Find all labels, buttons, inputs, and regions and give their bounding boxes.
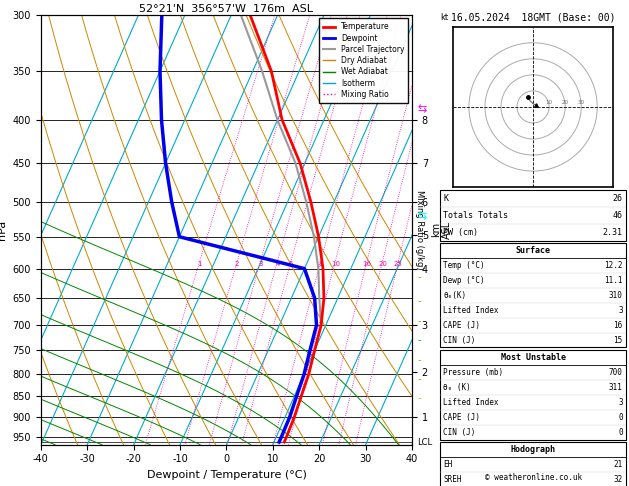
X-axis label: Dewpoint / Temperature (°C): Dewpoint / Temperature (°C): [147, 470, 306, 480]
Text: 8: 8: [318, 261, 323, 267]
Text: 2.31: 2.31: [603, 227, 623, 237]
Text: LCL: LCL: [418, 437, 433, 447]
Text: 16: 16: [613, 321, 623, 330]
Text: EH: EH: [443, 460, 453, 469]
Text: 5: 5: [289, 261, 293, 267]
Text: 16.05.2024  18GMT (Base: 00): 16.05.2024 18GMT (Base: 00): [451, 12, 615, 22]
Y-axis label: hPa: hPa: [0, 220, 7, 240]
Text: Most Unstable: Most Unstable: [501, 353, 565, 362]
Text: CAPE (J): CAPE (J): [443, 321, 481, 330]
Text: PW (cm): PW (cm): [443, 227, 479, 237]
Text: 16: 16: [362, 261, 372, 267]
Text: CIN (J): CIN (J): [443, 335, 476, 345]
Text: 4: 4: [276, 261, 280, 267]
Text: -: -: [417, 394, 421, 403]
Text: 10: 10: [331, 261, 340, 267]
Text: © weatheronline.co.uk: © weatheronline.co.uk: [484, 473, 582, 482]
Text: 10: 10: [545, 100, 553, 105]
Text: 700: 700: [609, 368, 623, 377]
Text: 30: 30: [577, 100, 585, 105]
Text: Mixing Ratio (g/kg): Mixing Ratio (g/kg): [415, 190, 424, 269]
Text: 311: 311: [609, 383, 623, 392]
Text: 2: 2: [235, 261, 240, 267]
Text: 20: 20: [562, 100, 569, 105]
Text: Lifted Index: Lifted Index: [443, 398, 499, 407]
Text: -: -: [417, 355, 421, 364]
Text: -: -: [417, 316, 421, 326]
Text: θₑ(K): θₑ(K): [443, 291, 467, 300]
Text: 3: 3: [258, 261, 263, 267]
Text: Totals Totals: Totals Totals: [443, 210, 508, 220]
Text: CIN (J): CIN (J): [443, 428, 476, 437]
Text: -: -: [417, 296, 421, 306]
Text: 26: 26: [613, 193, 623, 203]
Text: 0: 0: [618, 413, 623, 422]
Text: ⇆: ⇆: [417, 104, 426, 114]
Text: 25: 25: [394, 261, 403, 267]
Text: -: -: [417, 374, 421, 384]
Text: Surface: Surface: [516, 246, 550, 255]
Text: 3: 3: [618, 398, 623, 407]
Text: Dewp (°C): Dewp (°C): [443, 276, 485, 285]
Text: 15: 15: [613, 335, 623, 345]
Text: 20: 20: [378, 261, 387, 267]
Text: SREH: SREH: [443, 475, 462, 485]
Text: Hodograph: Hodograph: [511, 445, 555, 454]
Text: Temp (°C): Temp (°C): [443, 261, 485, 270]
Text: -: -: [417, 272, 421, 282]
Y-axis label: km
ASL: km ASL: [431, 221, 452, 239]
Text: CAPE (J): CAPE (J): [443, 413, 481, 422]
Text: kt: kt: [440, 13, 448, 22]
Text: 12.2: 12.2: [604, 261, 623, 270]
Text: 11.1: 11.1: [604, 276, 623, 285]
Text: 46: 46: [613, 210, 623, 220]
Text: Pressure (mb): Pressure (mb): [443, 368, 504, 377]
Legend: Temperature, Dewpoint, Parcel Trajectory, Dry Adiabat, Wet Adiabat, Isotherm, Mi: Temperature, Dewpoint, Parcel Trajectory…: [320, 18, 408, 103]
Text: K: K: [443, 193, 448, 203]
Text: 310: 310: [609, 291, 623, 300]
Text: 0: 0: [618, 428, 623, 437]
Text: ⇆: ⇆: [417, 211, 426, 221]
Text: -: -: [417, 335, 421, 345]
Text: Lifted Index: Lifted Index: [443, 306, 499, 314]
Text: 3: 3: [618, 306, 623, 314]
Text: 32: 32: [613, 475, 623, 485]
Text: θₑ (K): θₑ (K): [443, 383, 471, 392]
Title: 52°21'N  356°57'W  176m  ASL: 52°21'N 356°57'W 176m ASL: [140, 4, 313, 14]
Text: 21: 21: [613, 460, 623, 469]
Text: 1: 1: [198, 261, 202, 267]
